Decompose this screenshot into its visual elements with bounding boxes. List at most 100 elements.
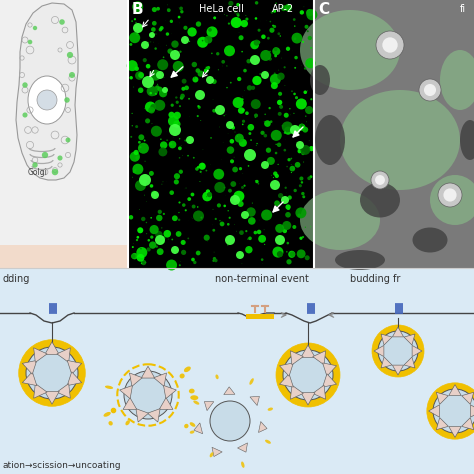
Circle shape: [150, 184, 153, 188]
Ellipse shape: [315, 115, 345, 165]
Circle shape: [291, 91, 293, 92]
Polygon shape: [250, 396, 259, 406]
Circle shape: [293, 18, 296, 21]
Circle shape: [296, 141, 304, 149]
Circle shape: [273, 47, 277, 51]
Circle shape: [150, 70, 161, 81]
Ellipse shape: [440, 50, 474, 110]
Polygon shape: [45, 392, 59, 404]
Ellipse shape: [300, 190, 380, 250]
Circle shape: [252, 202, 253, 203]
Circle shape: [181, 145, 182, 146]
Polygon shape: [212, 447, 222, 456]
Circle shape: [376, 31, 404, 59]
Circle shape: [238, 107, 245, 114]
Circle shape: [290, 125, 300, 135]
Circle shape: [207, 192, 212, 197]
Circle shape: [301, 181, 303, 183]
Circle shape: [141, 263, 142, 264]
Polygon shape: [323, 363, 337, 376]
Circle shape: [150, 217, 152, 219]
Circle shape: [256, 143, 258, 144]
Circle shape: [179, 51, 182, 53]
Circle shape: [224, 46, 235, 56]
Circle shape: [223, 205, 226, 207]
Circle shape: [288, 195, 292, 200]
Circle shape: [195, 68, 200, 73]
Circle shape: [292, 33, 302, 44]
Circle shape: [151, 126, 162, 137]
Circle shape: [304, 67, 306, 70]
Circle shape: [427, 383, 474, 439]
Circle shape: [218, 69, 219, 71]
Circle shape: [132, 1, 143, 12]
Circle shape: [241, 211, 249, 219]
Circle shape: [131, 113, 133, 114]
Circle shape: [197, 115, 199, 117]
Circle shape: [186, 136, 194, 144]
Circle shape: [273, 246, 283, 257]
Circle shape: [304, 100, 306, 101]
Circle shape: [287, 207, 290, 210]
Polygon shape: [22, 360, 37, 374]
Circle shape: [230, 195, 240, 205]
Circle shape: [170, 50, 180, 60]
Circle shape: [134, 18, 136, 20]
Circle shape: [133, 87, 134, 88]
Circle shape: [255, 180, 259, 183]
Circle shape: [273, 172, 277, 176]
Circle shape: [143, 58, 147, 62]
Circle shape: [241, 186, 244, 189]
Circle shape: [64, 97, 70, 103]
Circle shape: [69, 72, 75, 78]
Circle shape: [193, 261, 197, 264]
Circle shape: [305, 58, 316, 68]
Circle shape: [57, 155, 63, 161]
Circle shape: [146, 222, 147, 223]
Circle shape: [194, 77, 195, 79]
Circle shape: [299, 184, 302, 187]
Circle shape: [277, 73, 285, 80]
Circle shape: [179, 170, 183, 174]
Circle shape: [284, 85, 285, 86]
Polygon shape: [291, 385, 303, 399]
Circle shape: [175, 96, 177, 99]
Circle shape: [242, 119, 245, 123]
Circle shape: [206, 196, 207, 197]
Circle shape: [248, 132, 251, 135]
Circle shape: [171, 104, 174, 107]
Ellipse shape: [216, 374, 219, 379]
Circle shape: [149, 92, 152, 94]
Circle shape: [297, 214, 301, 217]
Circle shape: [241, 51, 243, 53]
Circle shape: [180, 93, 185, 98]
Circle shape: [26, 347, 78, 399]
Circle shape: [306, 9, 318, 20]
Circle shape: [141, 217, 146, 221]
Ellipse shape: [300, 10, 400, 90]
Circle shape: [286, 251, 288, 253]
Circle shape: [213, 257, 216, 260]
Circle shape: [131, 20, 133, 22]
Circle shape: [176, 231, 182, 237]
Ellipse shape: [268, 408, 273, 411]
Circle shape: [187, 237, 189, 239]
Circle shape: [200, 120, 201, 121]
Circle shape: [254, 40, 260, 46]
Circle shape: [294, 26, 295, 27]
Circle shape: [199, 163, 206, 170]
Circle shape: [278, 112, 282, 116]
Circle shape: [306, 121, 307, 122]
Circle shape: [264, 244, 265, 245]
Circle shape: [207, 8, 208, 9]
Polygon shape: [291, 351, 303, 365]
Circle shape: [32, 162, 38, 168]
Circle shape: [160, 26, 164, 30]
Circle shape: [187, 197, 191, 201]
Circle shape: [157, 59, 168, 70]
Circle shape: [257, 230, 261, 234]
Circle shape: [305, 116, 307, 117]
Circle shape: [173, 61, 184, 72]
Circle shape: [237, 136, 238, 137]
Circle shape: [241, 20, 248, 27]
